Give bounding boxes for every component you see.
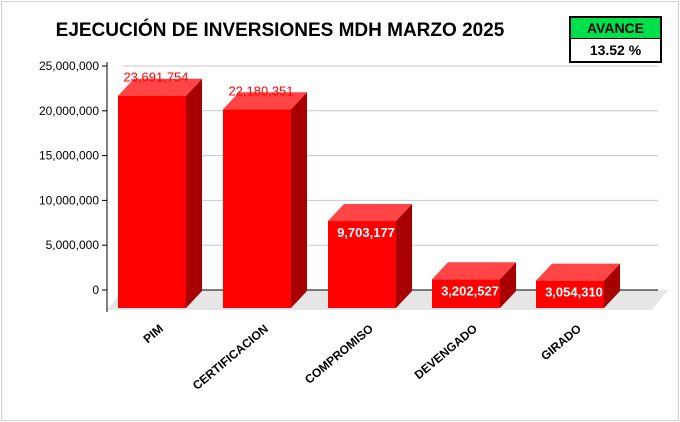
bar bbox=[118, 95, 186, 308]
x-tick-label: CERTIFICACION bbox=[190, 322, 271, 393]
bar-side bbox=[396, 204, 412, 308]
data-label: 3,054,310 bbox=[545, 285, 603, 300]
x-tick-label: COMPROMISO bbox=[302, 322, 376, 387]
y-tick-label: 5,000,000 bbox=[46, 238, 100, 252]
bar-top bbox=[223, 92, 307, 110]
data-label: 23,691,754 bbox=[123, 70, 188, 85]
bar-side bbox=[604, 263, 620, 308]
avance-value: 13.52 % bbox=[571, 39, 660, 61]
y-tick-label: 10,000,000 bbox=[39, 193, 99, 207]
avance-label: AVANCE bbox=[571, 18, 660, 39]
x-tick-label: GIRADO bbox=[538, 322, 584, 364]
data-label: 9,703,177 bbox=[337, 225, 395, 240]
y-tick-label: 25,000,000 bbox=[39, 59, 99, 73]
bar-side bbox=[186, 78, 202, 308]
y-tick-label: 15,000,000 bbox=[39, 149, 99, 163]
bar-side bbox=[500, 262, 516, 308]
x-tick-label: DEVENGADO bbox=[412, 322, 480, 382]
bar-top bbox=[118, 78, 202, 96]
bar-top bbox=[328, 204, 412, 222]
bar-top bbox=[432, 262, 516, 280]
bar-top bbox=[536, 263, 620, 281]
bar bbox=[536, 280, 604, 308]
chart-title: EJECUCIÓN DE INVERSIONES MDH MARZO 2025 bbox=[55, 20, 505, 41]
bar bbox=[328, 221, 396, 308]
y-tick-label: 20,000,000 bbox=[39, 104, 99, 118]
bar-side bbox=[291, 92, 307, 308]
x-tick-label: PIM bbox=[141, 322, 166, 346]
bar bbox=[432, 279, 500, 308]
bar bbox=[223, 109, 291, 308]
avance-box: AVANCE 13.52 % bbox=[569, 16, 662, 63]
y-tick-label: 0 bbox=[92, 283, 99, 297]
data-label: 22,180,351 bbox=[228, 83, 293, 98]
data-label: 3,202,527 bbox=[441, 283, 499, 298]
